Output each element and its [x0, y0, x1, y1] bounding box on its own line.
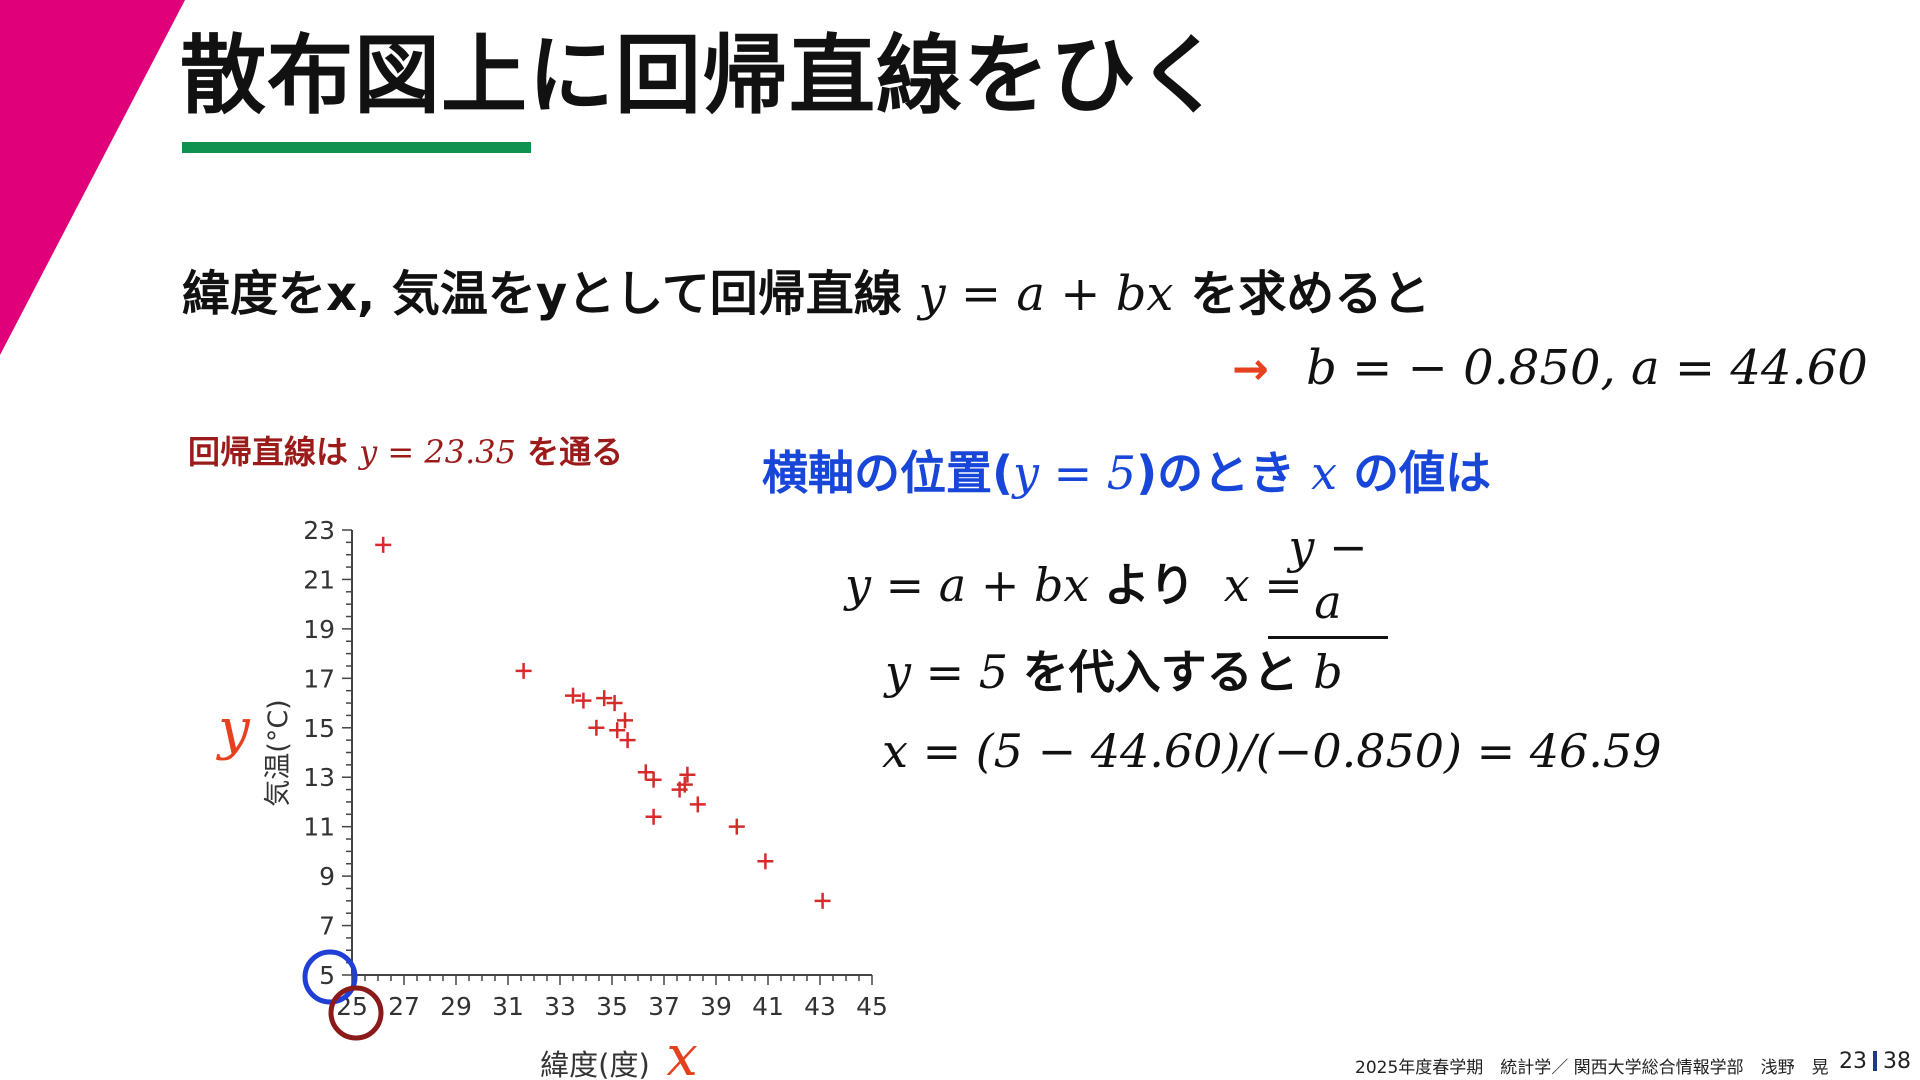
- data-point: [637, 764, 654, 781]
- question-suffix: の値は: [1353, 446, 1492, 500]
- x-axis-label: 緯度(度): [540, 1048, 650, 1080]
- note-prefix: 回帰直線は: [188, 433, 349, 471]
- data-point: [515, 662, 532, 679]
- note-formula: y = 23.35: [359, 433, 516, 471]
- eq2-formula: y = 5: [885, 645, 1009, 699]
- x-tick-label: 35: [596, 992, 628, 1021]
- x-tick-label: 43: [804, 992, 836, 1021]
- x-tick-label: 31: [492, 992, 524, 1021]
- page-number: 23 38: [1839, 1049, 1911, 1074]
- intro-suffix: を求めると: [1190, 266, 1431, 322]
- page-title: 散布図上に回帰直線をひく: [180, 26, 1224, 126]
- regression-note: 回帰直線は y = 23.35 を通る: [188, 433, 623, 471]
- fraction-bar: [1268, 636, 1388, 640]
- footer-text: 2025年度春学期 統計学／ 関西大学総合情報学部 浅野 晃: [1355, 1058, 1829, 1078]
- y-tick-label: 15: [303, 714, 335, 743]
- x-axis-symbol: x: [666, 1024, 698, 1080]
- x-tick-label: 41: [752, 992, 784, 1021]
- data-point: [645, 771, 662, 788]
- x-tick-label: 45: [856, 992, 888, 1021]
- x-tick-label: 39: [700, 992, 732, 1021]
- intro-text: 緯度をx, 気温をyとして回帰直線: [182, 266, 902, 322]
- equation-2: y = 5 を代入すると: [885, 645, 1299, 700]
- y-tick-label: 17: [303, 664, 335, 693]
- question-formula: y = 5: [1013, 446, 1137, 500]
- data-point: [728, 818, 745, 835]
- data-point: [575, 692, 592, 709]
- x-tick-label: 29: [440, 992, 472, 1021]
- data-point: [679, 766, 696, 783]
- eq1-formula: y = a + bx: [845, 558, 1090, 612]
- x-origin-highlight-circle: [328, 985, 384, 1041]
- title-underline: [182, 142, 531, 153]
- page-separator: [1873, 1051, 1877, 1071]
- y-axis-label: 気温(°C): [263, 699, 294, 806]
- data-point: [619, 732, 636, 749]
- y-tick-label: 7: [319, 912, 335, 941]
- fraction: y − a b: [1268, 520, 1388, 701]
- y-tick-label: 9: [319, 862, 335, 891]
- data-point: [814, 892, 831, 909]
- intro-formula: y = a + bx: [918, 266, 1174, 322]
- y-tick-label: 11: [303, 813, 335, 842]
- chart-points: [375, 536, 831, 909]
- chart-axes: [351, 530, 872, 976]
- chart-ticks: 25 27 29 31 33 35 37 39 41 43 45 5 7 9 11 13 15 17 19 21 23: [303, 516, 888, 1021]
- data-point: [645, 808, 662, 825]
- data-point: [606, 695, 623, 712]
- data-point: [375, 536, 392, 553]
- equation-3: x = (5 − 44.60)/(−0.850) = 46.59: [882, 724, 1662, 778]
- eq1-text: より: [1104, 558, 1196, 612]
- y-tick-label: 23: [303, 516, 335, 545]
- question-var: x: [1311, 446, 1338, 500]
- x-tick-label: 33: [544, 992, 576, 1021]
- result-line: → b = − 0.850, a = 44.60: [1232, 340, 1868, 398]
- y-tick-label: 19: [303, 615, 335, 644]
- y-tick-label: 13: [303, 763, 335, 792]
- corner-decoration: [0, 0, 185, 355]
- y-origin-highlight-circle: [302, 949, 358, 1005]
- data-point: [671, 781, 688, 798]
- data-point: [588, 719, 605, 736]
- data-point: [609, 722, 626, 739]
- result-formula: b = − 0.850, a = 44.60: [1306, 340, 1868, 396]
- eq2-text: を代入すると: [1022, 645, 1299, 699]
- x-tick-label: 37: [648, 992, 680, 1021]
- data-point: [757, 853, 774, 870]
- question-middle: )のとき: [1136, 446, 1296, 500]
- y-axis-symbol: y: [215, 697, 251, 762]
- data-point: [689, 796, 706, 813]
- fraction-numerator: y − a: [1288, 520, 1368, 630]
- data-point: [676, 776, 693, 793]
- data-point: [596, 690, 613, 707]
- x-tick-label: 25: [336, 992, 368, 1021]
- y-tick-label: 21: [303, 565, 335, 594]
- note-suffix: を通る: [527, 433, 624, 471]
- intro-line: 緯度をx, 気温をyとして回帰直線 y = a + bx を求めると: [182, 266, 1430, 324]
- page-current: 23: [1839, 1049, 1867, 1074]
- question-prefix: 横軸の位置(: [762, 446, 1014, 500]
- equation-1: y = a + bx より x =: [845, 558, 1303, 613]
- question-line: 横軸の位置(y = 5)のとき x の値は: [762, 446, 1491, 501]
- page-total: 38: [1883, 1049, 1911, 1074]
- fraction-denominator: b: [1313, 645, 1343, 700]
- data-point: [617, 712, 633, 729]
- right-arrow-icon: →: [1232, 344, 1269, 395]
- y-tick-label: 5: [319, 961, 335, 990]
- x-tick-label: 27: [388, 992, 420, 1021]
- eq1-lhs: x =: [1223, 558, 1303, 612]
- data-point: [565, 687, 581, 704]
